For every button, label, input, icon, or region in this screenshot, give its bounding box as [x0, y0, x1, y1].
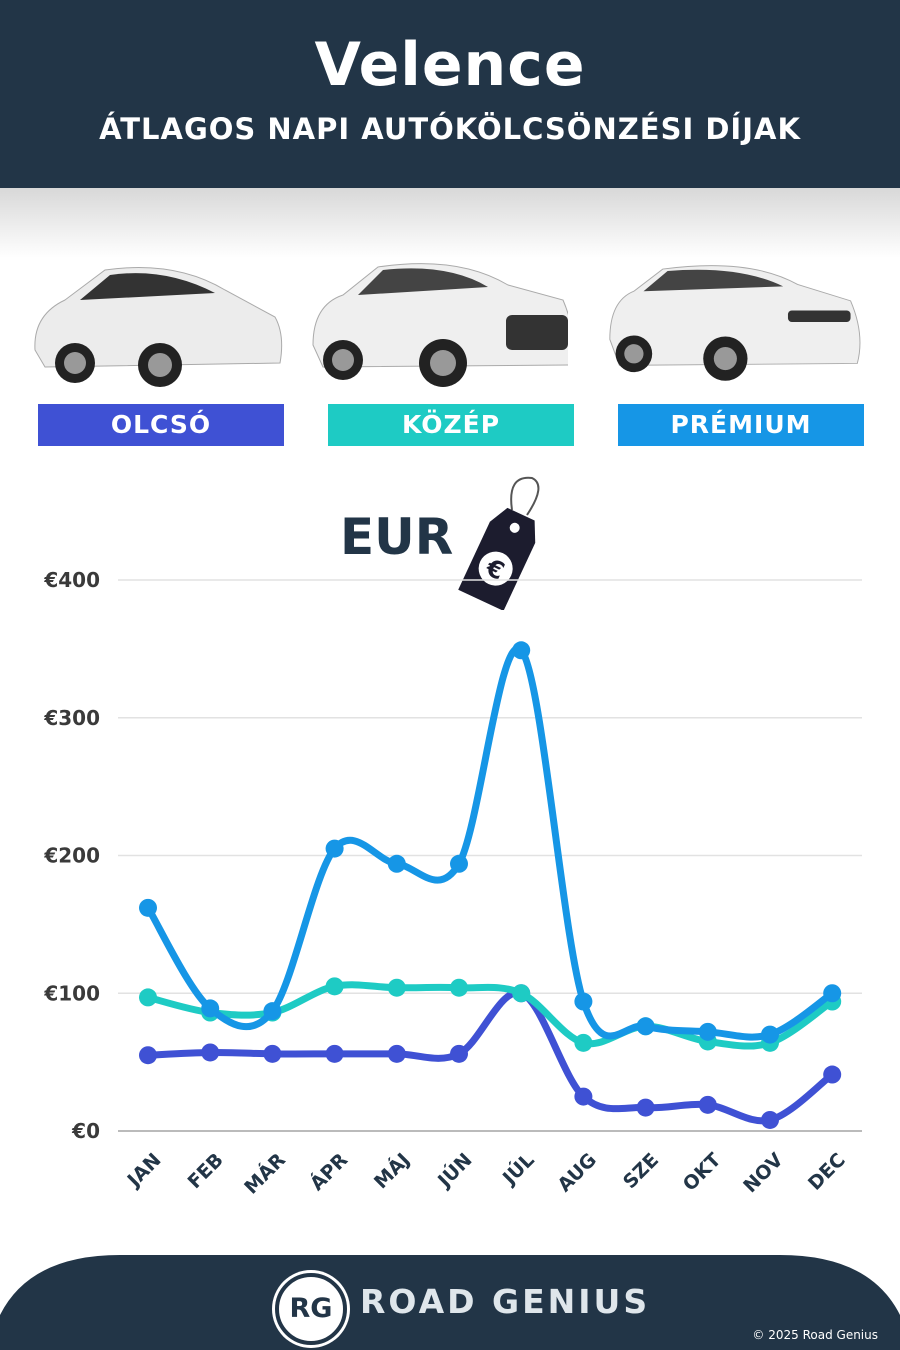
data-point: [201, 1043, 220, 1062]
data-point: [139, 988, 157, 1007]
x-tick-label: JÚL: [496, 1148, 539, 1191]
x-tick-label: MÁR: [240, 1148, 291, 1199]
data-point: [698, 1095, 717, 1114]
category-badge-economy: OLCSÓ: [38, 404, 284, 446]
data-point: [387, 854, 406, 873]
data-point: [636, 1098, 655, 1117]
category-badge-premium: PRÉMIUM: [618, 404, 864, 446]
y-tick-label: €400: [43, 568, 100, 592]
x-tick-label: JÚN: [431, 1148, 477, 1194]
page-subtitle: ÁTLAGOS NAPI AUTÓKÖLCSÖNZÉSI DÍJAK: [99, 112, 801, 146]
data-point: [636, 1017, 655, 1036]
road-genius-logo: RG: [275, 1273, 347, 1345]
data-point: [263, 1002, 282, 1021]
data-point: [201, 999, 220, 1018]
brand-name: ROAD GENIUS: [360, 1282, 651, 1321]
x-tick-label: MÁJ: [369, 1148, 414, 1193]
data-point: [450, 1044, 468, 1063]
economy-car-image: [34, 267, 283, 387]
x-tick-label: SZE: [619, 1149, 663, 1193]
data-point: [263, 1044, 282, 1063]
data-point: [574, 1087, 593, 1106]
x-tick-label: AUG: [553, 1149, 600, 1196]
series-line-prémium: [144, 644, 836, 1041]
premium-suv-image: [609, 265, 861, 381]
euro-price-tag-icon: €: [458, 476, 540, 610]
data-point: [450, 854, 468, 873]
data-point: [450, 978, 468, 997]
data-point: [823, 1065, 842, 1084]
x-tick-label: ÁPR: [305, 1148, 352, 1195]
copyright: © 2025 Road Genius: [752, 1328, 878, 1342]
data-point: [574, 1033, 593, 1052]
midsize-suv-image: [312, 263, 568, 387]
data-point: [698, 1022, 717, 1041]
data-point: [512, 984, 531, 1003]
line-chart: €0 €100 €200 €300 €400 JAN FEB MÁR ÁPR MÁJ JÚN JÚL A…: [43, 568, 862, 1199]
x-tick-label: OKT: [679, 1149, 726, 1196]
page-title: Velence: [314, 30, 586, 100]
category-badge-mid: KÖZÉP: [328, 404, 574, 446]
data-point: [512, 641, 531, 660]
x-tick-label: NOV: [739, 1149, 787, 1197]
data-point: [761, 1110, 779, 1129]
y-tick-label: €100: [43, 981, 100, 1005]
header: Velence ÁTLAGOS NAPI AUTÓKÖLCSÖNZÉSI DÍJ…: [0, 0, 900, 188]
x-tick-label: JAN: [122, 1149, 166, 1193]
data-point: [387, 1044, 406, 1063]
footer-band: [0, 1255, 900, 1350]
data-point: [325, 839, 344, 858]
data-point: [325, 977, 344, 996]
x-tick-label: DEC: [804, 1149, 850, 1195]
currency-label: EUR: [340, 508, 454, 566]
y-tick-label: €300: [43, 706, 100, 730]
y-tick-label: €0: [71, 1119, 100, 1143]
data-point: [761, 1025, 779, 1044]
data-point: [387, 978, 406, 997]
x-tick-label: FEB: [184, 1149, 228, 1193]
header-shadow: [0, 188, 900, 258]
data-point: [823, 984, 842, 1003]
data-point: [574, 992, 593, 1011]
data-point: [139, 1046, 157, 1065]
y-tick-label: €200: [43, 844, 100, 868]
data-point: [139, 898, 157, 917]
data-point: [325, 1044, 344, 1063]
